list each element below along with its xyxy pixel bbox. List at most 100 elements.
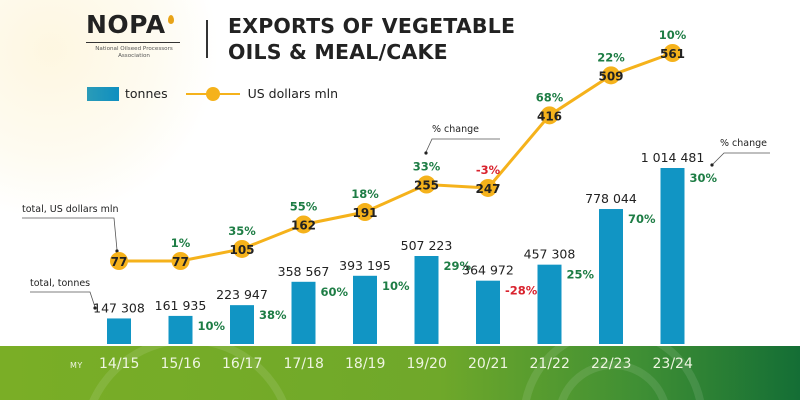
bar: [660, 168, 685, 344]
line-point: [294, 215, 313, 234]
line-point: [110, 252, 128, 270]
logo-text: NOPA: [86, 10, 166, 39]
bar-pct-change-label: 25%: [567, 268, 595, 282]
bar: [168, 315, 193, 344]
nopa-logo: NOPA National Oilseed Processors Associa…: [86, 12, 182, 60]
bar-value-label: 161 935: [155, 298, 207, 313]
line-point: [540, 106, 559, 125]
bar-value-label: 1 014 481: [641, 150, 705, 165]
annotation-pct-change-line: % change: [432, 124, 480, 135]
bar-value-label: 358 567: [278, 264, 330, 279]
axis-band: [0, 346, 800, 400]
x-axis-tick-label: 18/19: [345, 356, 386, 372]
chart-title: EXPORTS OF VEGETABLE OILS & MEAL/CAKE: [228, 13, 515, 65]
annotation-leaders: [22, 138, 770, 310]
x-axis-tick-label: 14/15: [99, 356, 140, 372]
tonnes-total-leader-dot: [93, 306, 97, 310]
line-point: [171, 252, 190, 270]
bar-value-label: 223 947: [216, 287, 268, 302]
title-line1: EXPORTS OF VEGETABLE: [228, 14, 516, 38]
line-value-label: 162: [291, 218, 316, 232]
usd-total-leader-dot: [115, 249, 119, 253]
line-value-label: 191: [352, 206, 377, 220]
line-group: 77 77 1% 105 35% 162 55% 191 18% 255 33% 247 -3% 416 6…: [110, 28, 687, 270]
bar: [291, 281, 316, 344]
title-separator: [206, 20, 208, 58]
tonnes-total-leader: [30, 291, 96, 308]
annotation-tonnes-total: total, tonnes: [30, 278, 91, 289]
x-axis-tick-label: 22/23: [591, 356, 632, 372]
x-axis-tick-label: 16/17: [222, 356, 263, 372]
annotation-usd-total: total, US dollars mln: [22, 204, 119, 215]
bars-group: 147 308 161 935 10% 223 947 38% 358 567 60% 393…: [93, 150, 718, 344]
line-value-label: 255: [414, 179, 439, 193]
line-pct-change-label: 22%: [597, 50, 625, 64]
title-line2: OILS & MEAL/CAKE: [228, 40, 448, 64]
line-value-label: 561: [660, 47, 685, 61]
bar: [476, 280, 500, 344]
bar: [353, 275, 377, 344]
bar: [107, 318, 131, 344]
line-pct-change-label: 1%: [171, 236, 191, 250]
line-point: [356, 203, 374, 222]
bar-pct-change-label: -28%: [505, 284, 538, 298]
legend-line-dot: [205, 86, 220, 101]
line-pct-change-label: 18%: [351, 187, 379, 201]
line-value-label: 105: [229, 243, 254, 257]
bar-pct-change-label: 70%: [628, 212, 656, 226]
x-axis-tick-label: 23/24: [652, 356, 693, 372]
pct-change-bars-leader: [712, 152, 770, 165]
x-axis-tick-label: 21/22: [529, 356, 570, 372]
bar-value-label: 778 044: [585, 191, 637, 206]
bar-value-label: 364 972: [462, 263, 514, 278]
bar: [230, 305, 254, 344]
usd-line: [119, 51, 674, 263]
legend-line-label: US dollars mln: [247, 86, 339, 101]
bar-value-label: 147 308: [93, 300, 145, 315]
line-pct-change-label: 68%: [536, 90, 564, 104]
logo-subtitle-line1: National Oilseed Processors: [95, 46, 173, 52]
line-point: [663, 44, 682, 62]
bar-pct-change-label: 29%: [444, 259, 472, 273]
bar: [599, 209, 623, 344]
line-point: [479, 178, 497, 197]
bar-value-label: 507 223: [401, 238, 453, 253]
x-axis-tick-label: 15/16: [160, 356, 201, 372]
line-pct-change-label: -3%: [476, 163, 501, 177]
x-axis-tick-label: 17/18: [283, 356, 324, 372]
line-pct-change-label: 33%: [413, 160, 441, 174]
line-pct-change-label: 55%: [290, 199, 318, 213]
annotation-pct-change-bars: % change: [720, 138, 768, 149]
bar-pct-change-label: 38%: [259, 308, 287, 322]
bar-pct-change-label: 10%: [382, 279, 410, 293]
line-pct-change-label: 35%: [228, 224, 256, 238]
bar-pct-change-label: 10%: [198, 319, 226, 333]
legend: tonnes US dollars mln: [87, 86, 338, 101]
x-axis-tick-label: 20/21: [468, 356, 509, 372]
line-value-label: 77: [172, 255, 189, 269]
bar-pct-change-label: 30%: [690, 171, 718, 185]
bar-value-label: 457 308: [524, 247, 576, 262]
logo-subtitle: National Oilseed Processors Association: [86, 46, 182, 60]
line-pct-change-label: 10%: [659, 28, 687, 42]
bar: [414, 256, 439, 344]
logo-wordmark: NOPA: [86, 12, 182, 38]
pct-change-line-leader: [425, 138, 500, 153]
line-value-label: 416: [537, 109, 562, 123]
bar: [537, 264, 562, 344]
pct-change-bars-leader-dot: [710, 163, 714, 167]
line-value-label: 247: [475, 182, 500, 196]
usd-total-leader: [22, 217, 118, 251]
logo-divider: [86, 42, 180, 43]
logo-subtitle-line2: Association: [118, 53, 150, 59]
line-point: [233, 239, 251, 258]
bar-pct-change-label: 60%: [321, 285, 349, 299]
oil-drop-icon: [167, 15, 174, 24]
line-value-label: 509: [598, 69, 623, 83]
line-value-label: 77: [111, 255, 128, 269]
line-point: [417, 175, 436, 194]
legend-bar-swatch: [87, 86, 119, 101]
x-axis-tick-label: 19/20: [406, 356, 447, 372]
line-point: [602, 66, 620, 85]
